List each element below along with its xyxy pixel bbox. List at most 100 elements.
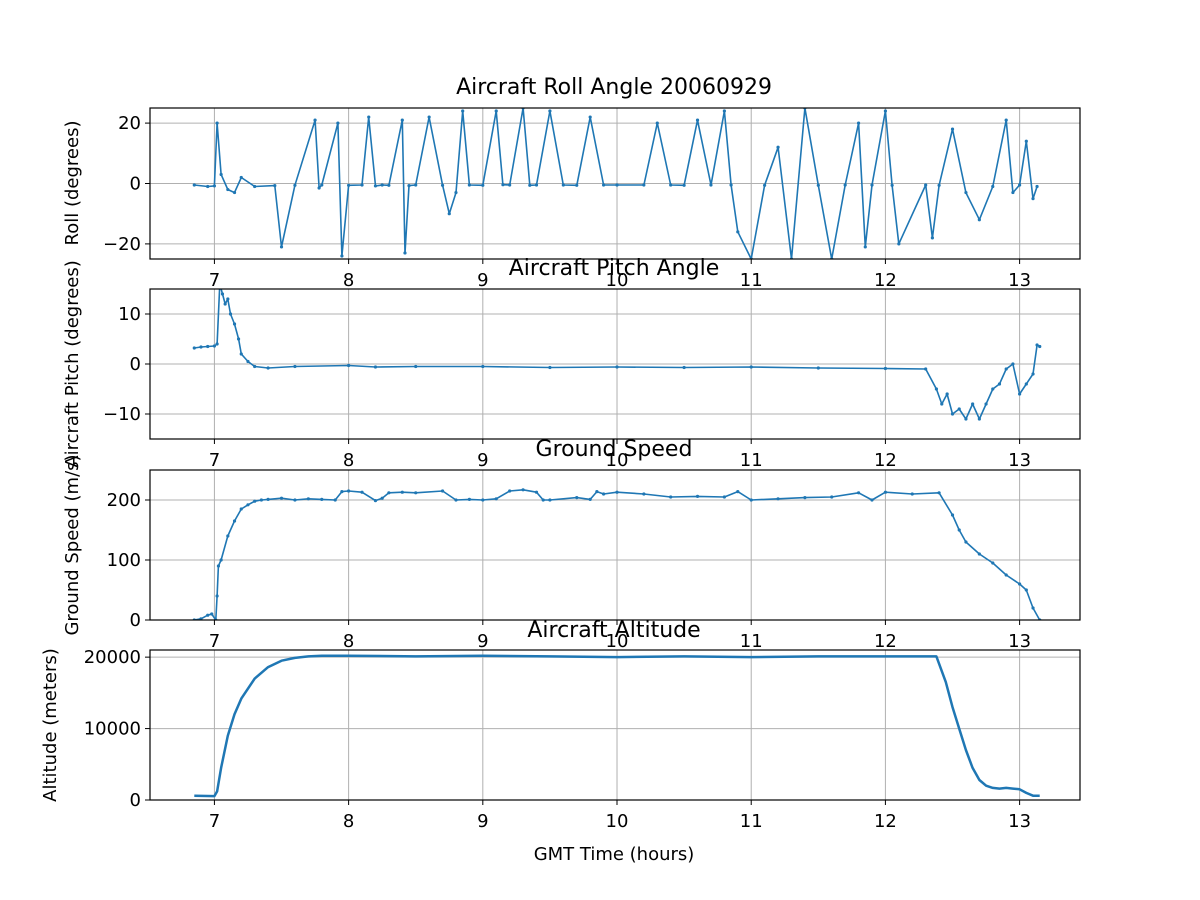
- roll-data-point: [1024, 139, 1028, 143]
- groundspeed-data-point: [950, 513, 955, 517]
- roll-data-point: [313, 118, 317, 122]
- roll-data-point: [709, 183, 713, 187]
- pitch-data-point: [220, 292, 225, 296]
- groundspeed-data-point: [803, 496, 807, 500]
- altitude-data: [194, 654, 1040, 798]
- altitude-title: Aircraft Altitude: [527, 618, 700, 643]
- groundspeed-data-point: [206, 613, 210, 617]
- pitch-data-point: [1011, 362, 1015, 366]
- groundspeed-data-point: [642, 492, 646, 496]
- altitude-xtick-label: 8: [343, 811, 354, 832]
- altitude-xtick-label: 10: [606, 811, 629, 832]
- groundspeed-xtick-label: 12: [874, 631, 897, 652]
- roll-data-point: [407, 184, 411, 188]
- groundspeed-data-point: [749, 498, 753, 502]
- groundspeed-data-point: [991, 561, 995, 565]
- roll-data-point: [340, 254, 344, 258]
- roll-data-point: [601, 183, 606, 187]
- roll-data-point: [508, 183, 512, 187]
- roll-plot-area: 7 8 9 10 11 12 13 −20 0 20: [103, 107, 1081, 291]
- roll-data-point: [1004, 118, 1008, 122]
- pitch-title: Aircraft Pitch Angle: [509, 256, 719, 281]
- pitch-data-point: [924, 367, 928, 371]
- groundspeed-data-point: [736, 490, 740, 494]
- roll-data-point: [897, 242, 901, 246]
- roll-xtick-label: 10: [606, 270, 629, 291]
- roll-panel: Aircraft Roll Angle 20060929 Roll (degre…: [62, 75, 1081, 291]
- groundspeed-data-point: [360, 490, 364, 494]
- groundspeed-data-point: [246, 503, 250, 507]
- pitch-data-point: [223, 302, 227, 306]
- roll-data-point: [279, 245, 284, 249]
- roll-data-point: [816, 183, 820, 187]
- groundspeed-data-point: [1018, 582, 1022, 586]
- groundspeed-data-point: [226, 534, 230, 538]
- groundspeed-data-point: [414, 491, 418, 495]
- roll-data-point: [1031, 197, 1035, 201]
- roll-data-point: [763, 183, 767, 187]
- roll-data-point: [400, 118, 404, 122]
- roll-data-point: [642, 183, 646, 187]
- groundspeed-data-point: [870, 498, 874, 502]
- roll-ytick-label: 0: [130, 174, 141, 195]
- groundspeed-data-point: [347, 489, 351, 493]
- pitch-data-point: [749, 365, 753, 369]
- roll-data-point: [360, 183, 364, 187]
- roll-data-point: [239, 175, 243, 180]
- pitch-ytick-label: 10: [118, 304, 141, 325]
- pitch-data-point: [226, 297, 230, 301]
- groundspeed-data-point: [541, 498, 545, 502]
- roll-data-point: [226, 187, 230, 192]
- pitch-data-point: [945, 392, 949, 396]
- groundspeed-data-point: [669, 495, 673, 499]
- roll-data-point: [336, 121, 340, 125]
- pitch-data-point: [232, 322, 237, 326]
- groundspeed-data-point: [601, 492, 606, 496]
- pitch-xtick-label: 13: [1008, 450, 1031, 471]
- groundspeed-data-point: [695, 494, 700, 498]
- roll-data-point: [215, 121, 219, 125]
- roll-data-point: [655, 121, 659, 125]
- groundspeed-data-point: [534, 490, 539, 494]
- groundspeed-data-point: [454, 498, 458, 502]
- roll-data-point: [776, 145, 780, 149]
- roll-data-point: [253, 184, 257, 189]
- roll-xtick-label: 11: [740, 270, 763, 291]
- roll-data-point: [669, 183, 673, 187]
- roll-data-point: [232, 190, 237, 195]
- roll-data-point: [317, 186, 321, 190]
- roll-data-point: [615, 183, 619, 187]
- roll-data-point: [447, 212, 451, 216]
- roll-ylabel: Roll (degrees): [62, 121, 83, 246]
- groundspeed-data-point: [910, 492, 914, 496]
- roll-data-point: [977, 218, 981, 222]
- groundspeed-data-point: [615, 490, 619, 494]
- roll-data-point: [461, 109, 465, 113]
- groundspeed-data-point: [400, 490, 404, 494]
- altitude-ylabel: Altitude (meters): [40, 648, 61, 802]
- altitude-xtick-label: 12: [874, 811, 897, 832]
- groundspeed-xtick-label: 10: [606, 631, 629, 652]
- pitch-data-point: [977, 417, 981, 421]
- groundspeed-data-point: [279, 496, 284, 500]
- roll-ytick-label: −20: [103, 234, 141, 255]
- roll-data-point: [534, 183, 539, 187]
- altitude-panel: Aircraft Altitude Altitude (meters) 7 8 9 1…: [40, 618, 1081, 832]
- roll-series-line: [194, 108, 1038, 259]
- groundspeed-data-point: [776, 497, 780, 501]
- groundspeed-data-point: [215, 594, 219, 598]
- roll-ytick-label: 20: [118, 113, 141, 134]
- pitch-ylabel: Aircraft Pitch (degrees): [62, 260, 83, 468]
- pitch-data-point: [1035, 343, 1039, 347]
- groundspeed-ytick-label: 200: [107, 490, 141, 511]
- roll-xtick-label: 8: [343, 270, 354, 291]
- pitch-data-point: [934, 387, 939, 391]
- pitch-data-point: [991, 387, 995, 391]
- groundspeed-data-point: [333, 498, 337, 502]
- pitch-data-point: [414, 364, 418, 369]
- pitch-data-point: [199, 345, 203, 349]
- pitch-xtick-label: 9: [477, 450, 488, 471]
- roll-data-point: [964, 190, 968, 195]
- pitch-xtick-label: 8: [343, 450, 354, 471]
